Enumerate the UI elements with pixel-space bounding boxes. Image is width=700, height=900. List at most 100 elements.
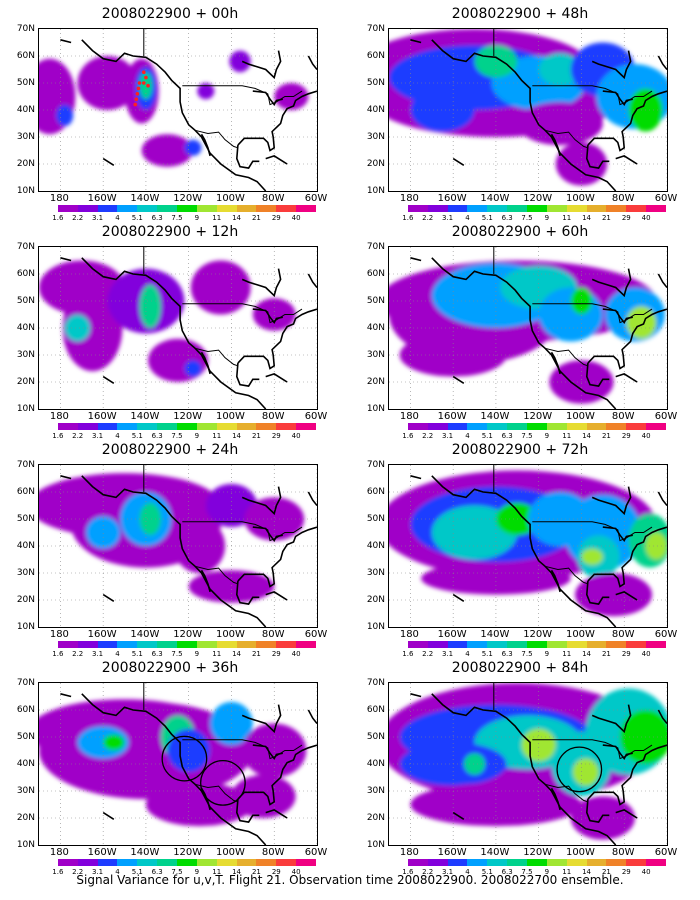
colorbar-swatch xyxy=(256,423,277,430)
colorbar-label: 2.2 xyxy=(422,868,434,876)
x-tick-label: 60W xyxy=(304,629,328,640)
colorbar-swatch xyxy=(117,859,138,866)
x-tick-label: 140W xyxy=(480,629,510,640)
x-tick-label: 140W xyxy=(130,411,160,422)
observation-point xyxy=(141,70,146,74)
colorbar-label: 5.1 xyxy=(131,214,143,222)
border-line xyxy=(532,303,653,324)
coastline xyxy=(452,593,465,602)
colorbar-label: 2.2 xyxy=(72,214,84,222)
x-tick-label: 120W xyxy=(523,411,553,422)
colorbar-label: 1.6 xyxy=(52,214,64,222)
coastline xyxy=(81,257,267,409)
colorbar-swatch xyxy=(236,859,257,866)
coastline xyxy=(241,50,282,80)
colorbar-swatch xyxy=(447,423,468,430)
x-tick-label: 100W xyxy=(565,847,595,858)
y-tick-label: 10N xyxy=(366,404,385,414)
colorbar-label: 9 xyxy=(544,868,550,876)
colorbar-label: 21 xyxy=(601,868,611,876)
coastline xyxy=(452,811,465,820)
colorbar-label: 7.5 xyxy=(521,650,533,658)
colorbar xyxy=(388,641,667,648)
x-tick-label: 180 xyxy=(49,629,69,640)
colorbar-label: 1.6 xyxy=(52,868,64,876)
border-line xyxy=(182,739,303,760)
target-circle xyxy=(200,760,246,806)
coastline xyxy=(550,569,561,593)
x-tick-label: 180 xyxy=(399,629,419,640)
colorbar-swatch xyxy=(487,205,508,212)
coastline xyxy=(265,155,288,165)
colorbar-swatch xyxy=(388,205,408,212)
x-tick-label: 140W xyxy=(480,411,510,422)
colorbar-swatch xyxy=(296,859,317,866)
colorbar-swatch xyxy=(236,205,257,212)
y-tick-label: 20N xyxy=(16,813,35,823)
colorbar xyxy=(388,423,667,430)
y-tick-label: 70N xyxy=(16,24,35,34)
border-line xyxy=(182,521,303,542)
coastline xyxy=(410,257,422,262)
colorbar-label: 29 xyxy=(621,214,631,222)
y-tick-label: 70N xyxy=(366,24,385,34)
colorbar-swatch xyxy=(38,641,58,648)
colorbar-label: 2.2 xyxy=(72,868,84,876)
colorbar-label: 29 xyxy=(621,650,631,658)
coastline xyxy=(615,809,638,819)
y-tick-label: 20N xyxy=(16,159,35,169)
x-tick-label: 160W xyxy=(87,847,117,858)
colorbar-swatch xyxy=(177,641,197,648)
colorbar-swatch xyxy=(566,423,587,430)
colorbar-swatch xyxy=(447,641,468,648)
colorbar-label: 21 xyxy=(601,432,611,440)
colorbar-label: 5.1 xyxy=(131,868,143,876)
colorbar-label: 4 xyxy=(115,214,120,222)
coastline xyxy=(237,744,317,806)
variance-contour xyxy=(645,532,667,560)
colorbar-label: 1.6 xyxy=(402,214,414,222)
colorbar-swatch xyxy=(77,859,98,866)
colorbar-label: 6.3 xyxy=(501,650,513,658)
colorbar-swatch xyxy=(467,205,488,212)
colorbar-label: 6.3 xyxy=(151,868,163,876)
colorbar-label: 3.1 xyxy=(441,650,454,658)
coastline xyxy=(587,308,667,370)
coastline xyxy=(410,693,422,698)
colorbar-swatch xyxy=(97,423,118,430)
border-line xyxy=(532,521,653,542)
colorbar-swatch xyxy=(606,423,627,430)
map-panel: 2008022900 + 24h 10N 20N 30N 40N 50N 60N 70N 180… xyxy=(0,442,340,660)
colorbar-label: 21 xyxy=(251,868,261,876)
x-tick-label: 120W xyxy=(173,411,203,422)
y-tick-label: 60N xyxy=(16,51,35,61)
coastline xyxy=(615,373,638,383)
colorbar-swatch xyxy=(507,205,528,212)
x-tick-label: 60W xyxy=(304,193,328,204)
variance-contour xyxy=(619,710,667,764)
x-tick-label: 100W xyxy=(565,193,595,204)
coastline xyxy=(81,693,267,845)
colorbar-label: 3.1 xyxy=(441,868,454,876)
y-tick-label: 50N xyxy=(16,732,35,742)
coastline xyxy=(237,90,317,152)
colorbar-label: 9 xyxy=(544,432,550,440)
colorbar-swatch xyxy=(216,859,237,866)
variance-map-svg xyxy=(39,465,317,627)
colorbar-swatch xyxy=(447,205,468,212)
variance-contour xyxy=(190,260,251,315)
x-tick-label: 60W xyxy=(654,411,678,422)
map-panel: 2008022900 + 12h 10N 20N 30N 40N 50N 60N 70N 180… xyxy=(0,224,340,442)
colorbar-swatch xyxy=(216,205,237,212)
colorbar-swatch xyxy=(487,641,508,648)
x-tick-label: 60W xyxy=(304,847,328,858)
colorbar-swatch xyxy=(427,423,448,430)
coastline xyxy=(265,373,288,383)
colorbar-label: 11 xyxy=(562,214,572,222)
colorbar-label: 7.5 xyxy=(171,432,183,440)
coastline xyxy=(265,809,288,819)
x-tick-label: 80W xyxy=(261,847,285,858)
colorbar-swatch xyxy=(646,859,667,866)
colorbar-swatch xyxy=(566,205,587,212)
coastline xyxy=(307,55,317,70)
